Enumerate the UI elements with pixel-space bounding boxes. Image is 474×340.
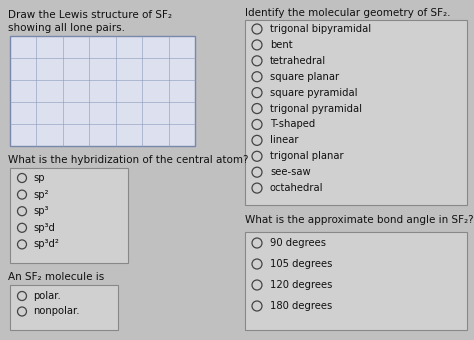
Bar bbox=[245, 232, 467, 330]
Text: square pyramidal: square pyramidal bbox=[270, 88, 357, 98]
Text: sp³d: sp³d bbox=[33, 223, 55, 233]
Text: T-shaped: T-shaped bbox=[270, 119, 315, 130]
Text: sp³: sp³ bbox=[33, 206, 48, 216]
Text: bent: bent bbox=[270, 40, 292, 50]
Text: square planar: square planar bbox=[270, 72, 339, 82]
Text: What is the hybridization of the central atom?: What is the hybridization of the central… bbox=[8, 155, 248, 165]
Bar bbox=[10, 168, 128, 263]
Text: octahedral: octahedral bbox=[270, 183, 323, 193]
Bar bbox=[245, 20, 467, 205]
Text: sp: sp bbox=[33, 173, 45, 183]
Text: sp³d²: sp³d² bbox=[33, 239, 59, 250]
Text: 180 degrees: 180 degrees bbox=[270, 301, 332, 311]
Bar bbox=[10, 36, 195, 146]
Text: Identify the molecular geometry of SF₂.: Identify the molecular geometry of SF₂. bbox=[245, 8, 450, 18]
Text: polar.: polar. bbox=[33, 291, 61, 301]
Text: 120 degrees: 120 degrees bbox=[270, 280, 332, 290]
Text: trigonal pyramidal: trigonal pyramidal bbox=[270, 104, 362, 114]
Text: trigonal bipyramidal: trigonal bipyramidal bbox=[270, 24, 371, 34]
Text: trigonal planar: trigonal planar bbox=[270, 151, 344, 161]
Text: nonpolar.: nonpolar. bbox=[33, 306, 80, 317]
Text: 105 degrees: 105 degrees bbox=[270, 259, 332, 269]
Text: showing all lone pairs.: showing all lone pairs. bbox=[8, 23, 125, 33]
Text: tetrahedral: tetrahedral bbox=[270, 56, 326, 66]
Text: see-saw: see-saw bbox=[270, 167, 310, 177]
Text: linear: linear bbox=[270, 135, 299, 146]
Text: An SF₂ molecule is: An SF₂ molecule is bbox=[8, 272, 104, 282]
Text: sp²: sp² bbox=[33, 190, 48, 200]
Bar bbox=[10, 285, 118, 330]
Text: 90 degrees: 90 degrees bbox=[270, 238, 326, 248]
Text: Draw the Lewis structure of SF₂: Draw the Lewis structure of SF₂ bbox=[8, 10, 172, 20]
Text: What is the approximate bond angle in SF₂?: What is the approximate bond angle in SF… bbox=[245, 215, 474, 225]
